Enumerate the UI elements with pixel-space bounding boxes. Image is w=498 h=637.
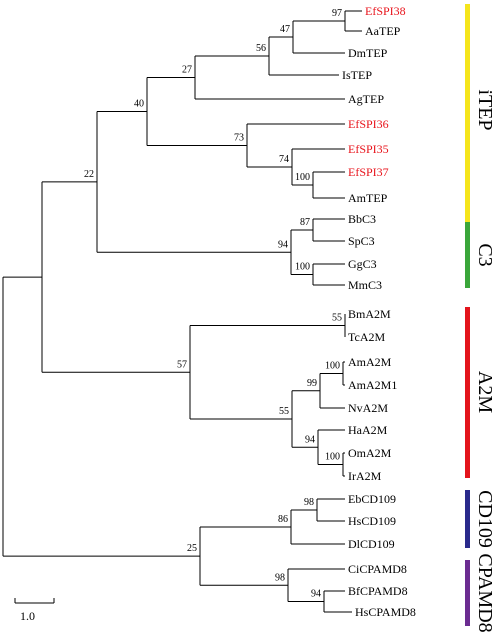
clade-bar [465,307,470,478]
clade-label: A2M [474,371,496,413]
leaf-labels: EfSPI38 AaTEP DmTEP IsTEP AgTEP EfSPI36 EfSPI3… [342,4,416,619]
clade-bar [465,4,470,224]
leaf-label: OmA2M [348,446,392,460]
support-value: 55 [279,406,289,417]
clade-label: CPAMD8 [474,553,496,632]
leaf-label: BbC3 [348,212,376,226]
support-value: 100 [295,262,310,273]
support-value: 100 [295,172,310,183]
scale-bar-label: 1.0 [20,609,35,623]
support-value: 94 [305,434,315,445]
support-value: 56 [256,43,266,54]
scale-bar: 1.0 [14,598,55,623]
leaf-label: AaTEP [365,24,401,38]
leaf-label: IrA2M [348,469,382,483]
support-value: 57 [177,359,187,370]
support-value: 94 [311,589,321,600]
support-value: 94 [278,239,288,250]
support-value: 97 [332,8,342,19]
support-value: 98 [275,572,285,583]
leaf-label: HsCPAMD8 [355,605,416,619]
support-value: 100 [325,361,340,372]
leaf-label: GgC3 [348,257,377,271]
leaf-label: IsTEP [342,68,372,82]
clade-bar [465,222,470,288]
leaf-label: MmC3 [348,278,382,292]
clade-label: iTEP [474,89,496,130]
leaf-label: TcA2M [348,330,385,344]
leaf-label: AgTEP [348,92,384,106]
support-value: 27 [182,65,192,76]
support-value: 100 [325,452,340,463]
leaf-label: DlCD109 [348,537,395,551]
leaf-label: EfSPI38 [365,4,406,18]
clade-bar [465,490,470,548]
support-value: 86 [278,514,288,525]
clade-bars: iTEP C3 A2M CD109 CPAMD8 [465,4,496,633]
leaf-label: AmA2M [348,355,392,369]
leaf-label: HsCD109 [348,514,396,528]
clade-label: CD109 [474,490,496,548]
leaf-label: EbCD109 [348,492,396,506]
support-value: 55 [332,313,342,324]
leaf-label: NvA2M [348,401,388,415]
leaf-label: BmA2M [348,307,391,321]
support-values: 97 47 56 27 100 74 73 40 87 100 94 22 55 100 99 100 94 55… [84,8,342,600]
support-value: 22 [84,169,94,180]
support-value: 87 [300,217,310,228]
leaf-label: EfSPI36 [348,117,389,131]
leaf-label: AmTEP [348,191,388,205]
support-value: 47 [280,24,290,35]
clade-label: C3 [474,243,496,266]
support-value: 99 [307,378,317,389]
support-value: 40 [134,99,144,110]
tree-branches [2,10,362,613]
leaf-label: DmTEP [348,46,388,60]
support-value: 25 [187,543,197,554]
support-value: 98 [304,497,314,508]
leaf-label: CiCPAMD8 [348,562,407,576]
support-value: 74 [279,154,289,165]
leaf-label: AmA2M1 [348,378,397,392]
leaf-label: EfSPI35 [348,142,389,156]
leaf-label: EfSPI37 [348,165,389,179]
clade-bar [465,560,470,626]
leaf-label: BfCPAMD8 [348,584,408,598]
leaf-label: SpC3 [348,234,375,248]
leaf-label: HaA2M [348,423,388,437]
support-value: 73 [234,133,244,144]
